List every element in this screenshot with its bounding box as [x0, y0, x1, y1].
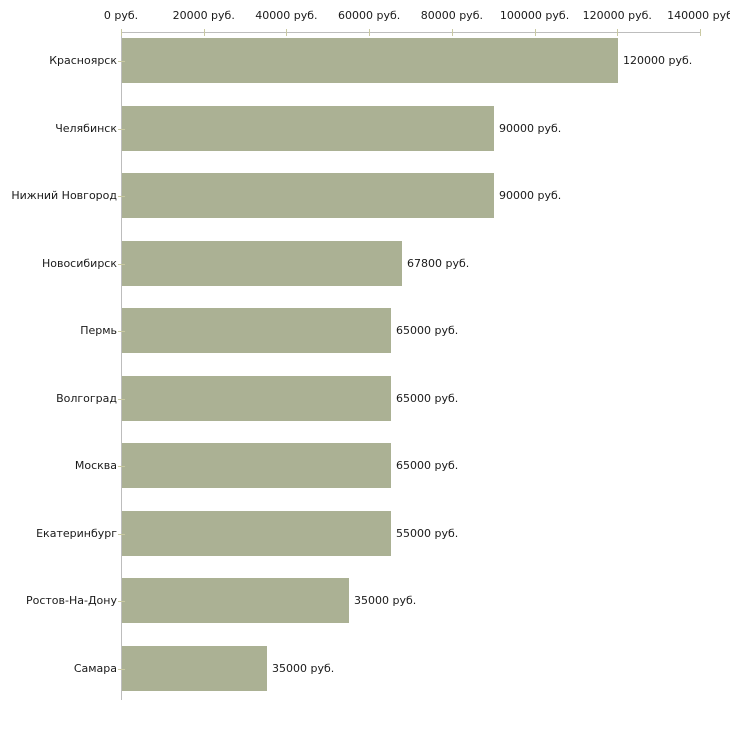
category-label: Нижний Новгород — [11, 189, 117, 202]
y-axis-tick-mark — [118, 669, 125, 670]
x-axis-tick-mark — [121, 29, 122, 36]
y-axis-tick-mark — [118, 264, 125, 265]
x-axis-tick-mark — [452, 29, 453, 36]
bar — [122, 308, 391, 353]
y-axis-tick-mark — [118, 466, 125, 467]
x-axis-tick-mark — [700, 29, 701, 36]
x-axis-line — [121, 32, 701, 33]
category-label: Красноярск — [49, 54, 117, 67]
x-axis-tick-label: 80000 руб. — [420, 9, 483, 22]
x-axis-tick-mark — [204, 29, 205, 36]
value-label: 35000 руб. — [354, 594, 417, 607]
y-axis-tick-mark — [118, 196, 125, 197]
x-axis-tick-mark — [617, 29, 618, 36]
bar — [122, 646, 267, 691]
y-axis-tick-mark — [118, 601, 125, 602]
category-label: Новосибирск — [41, 257, 117, 270]
bar — [122, 173, 494, 218]
x-axis-tick-mark — [535, 29, 536, 36]
x-axis-tick-mark — [286, 29, 287, 36]
category-label: Екатеринбург — [36, 527, 117, 540]
category-label: Самара — [73, 662, 117, 675]
value-label: 65000 руб. — [396, 459, 459, 472]
bar — [122, 578, 349, 623]
value-label: 90000 руб. — [499, 189, 562, 202]
bar — [122, 443, 391, 488]
category-label: Челябинск — [55, 122, 117, 135]
value-label: 55000 руб. — [396, 527, 459, 540]
y-axis-tick-mark — [118, 331, 125, 332]
x-axis-tick-label: 60000 руб. — [338, 9, 401, 22]
value-label: 120000 руб. — [623, 54, 693, 67]
x-axis-tick-label: 0 руб. — [103, 9, 139, 22]
bar — [122, 376, 391, 421]
y-axis-tick-mark — [118, 534, 125, 535]
x-axis-tick-label: 140000 руб — [667, 9, 730, 22]
value-label: 65000 руб. — [396, 392, 459, 405]
y-axis-tick-mark — [118, 129, 125, 130]
y-axis-tick-mark — [118, 399, 125, 400]
y-axis-line — [121, 32, 122, 700]
x-axis-tick-label: 40000 руб. — [255, 9, 318, 22]
bar — [122, 241, 402, 286]
x-axis-tick-label: 100000 руб. — [499, 9, 570, 22]
value-label: 67800 руб. — [407, 257, 470, 270]
y-axis-tick-mark — [118, 61, 125, 62]
value-label: 65000 руб. — [396, 324, 459, 337]
value-label: 90000 руб. — [499, 122, 562, 135]
bar — [122, 38, 618, 83]
x-axis-tick-label: 20000 руб. — [172, 9, 235, 22]
bar — [122, 106, 494, 151]
category-label: Ростов-На-Дону — [25, 594, 117, 607]
x-axis-tick-label: 120000 руб. — [582, 9, 652, 22]
category-label: Пермь — [80, 324, 117, 337]
category-label: Волгоград — [56, 392, 117, 405]
value-label: 35000 руб. — [272, 662, 335, 675]
bar — [122, 511, 391, 556]
x-axis-tick-mark — [369, 29, 370, 36]
category-label: Москва — [74, 459, 117, 472]
